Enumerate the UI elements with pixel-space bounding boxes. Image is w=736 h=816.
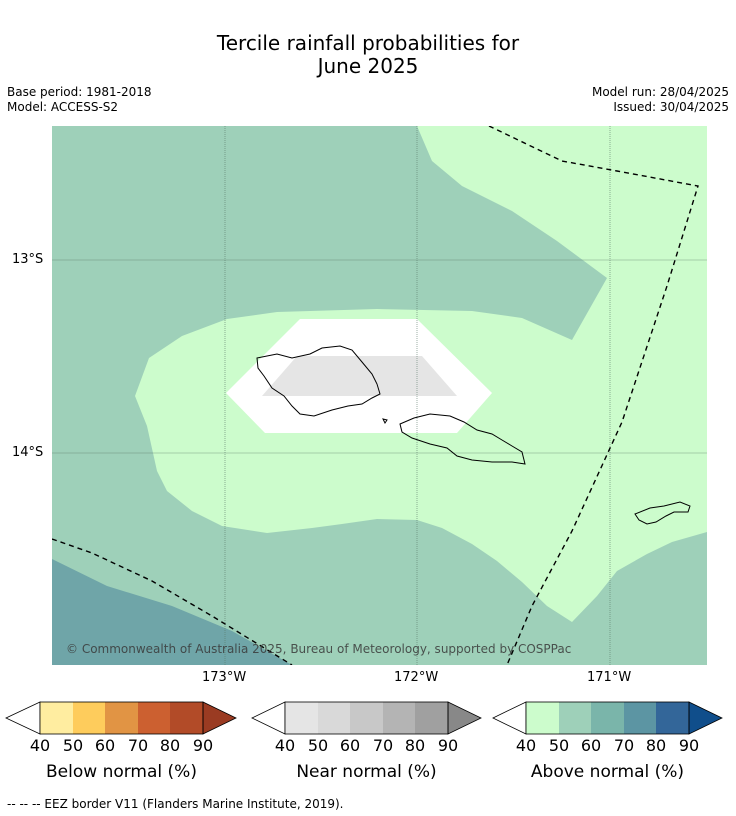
- cb-below-tick: 50: [62, 736, 84, 755]
- island-tutuila: [634, 501, 691, 525]
- cb-near-tick: 90: [437, 736, 459, 755]
- colorbar-below-label: Below normal (%): [46, 762, 197, 782]
- colorbar-above-label: Above normal (%): [530, 762, 685, 782]
- title-line-1: Tercile rainfall probabilities for: [216, 31, 520, 55]
- cb-above-tick: 60: [580, 736, 602, 755]
- cb-near-tick: 60: [339, 736, 361, 755]
- model-name: Model: ACCESS-S2: [7, 100, 119, 114]
- colorbars: [5, 701, 723, 735]
- island-upolu: [399, 413, 526, 465]
- map-grid: [52, 126, 707, 665]
- lon-label-173w: 173°W: [202, 670, 247, 685]
- cb-near-tick: 70: [372, 736, 394, 755]
- copyright-note: © Commonwealth of Australia 2025, Bureau…: [66, 642, 572, 656]
- title-line-2: June 2025: [317, 54, 419, 78]
- eez-border: [52, 126, 699, 665]
- region-above-60: [52, 559, 292, 665]
- colorbar-near-label: Near normal (%): [296, 762, 437, 782]
- cb-above-tick: 50: [548, 736, 570, 755]
- chart-title: Tercile rainfall probabilities for June …: [0, 32, 736, 78]
- meta-left: Base period: 1981-2018 Model: ACCESS-S2: [7, 85, 152, 115]
- islands: [256, 345, 691, 525]
- island-savaii: [256, 345, 381, 417]
- colorbar-ticks: 40 50 60 70 80 90 40 50 60 70 80 90 40 5…: [0, 736, 736, 758]
- cb-above-tick: 80: [645, 736, 667, 755]
- cb-above-tick: 90: [678, 736, 700, 755]
- lon-label-172w: 172°W: [394, 670, 439, 685]
- base-period: Base period: 1981-2018: [7, 85, 152, 99]
- model-run: Model run: 28/04/2025: [591, 85, 729, 99]
- issued-date: Issued: 30/04/2025: [613, 100, 729, 114]
- probability-map: [52, 126, 707, 665]
- cb-above-tick: 40: [515, 736, 537, 755]
- lat-label-13s: 13°S: [12, 252, 44, 267]
- lon-label-171w: 171°W: [587, 670, 632, 685]
- cb-below-tick: 80: [159, 736, 181, 755]
- cb-below-tick: 70: [127, 736, 149, 755]
- colorbar-above: [492, 701, 723, 735]
- cb-below-tick: 90: [192, 736, 214, 755]
- colorbar-below: [5, 701, 237, 735]
- meta-right: Model run: 28/04/2025 Issued: 30/04/2025: [592, 85, 729, 115]
- cb-below-tick: 40: [29, 736, 51, 755]
- island-small: [382, 418, 388, 424]
- region-near-40: [262, 356, 457, 396]
- lat-label-14s: 14°S: [12, 445, 44, 460]
- cb-near-tick: 80: [404, 736, 426, 755]
- colorbar-near: [251, 701, 482, 735]
- cb-above-tick: 70: [613, 736, 635, 755]
- cb-near-tick: 40: [274, 736, 296, 755]
- cb-near-tick: 50: [307, 736, 329, 755]
- eez-footnote: -- -- -- EEZ border V11 (Flanders Marine…: [7, 797, 344, 811]
- cb-below-tick: 60: [94, 736, 116, 755]
